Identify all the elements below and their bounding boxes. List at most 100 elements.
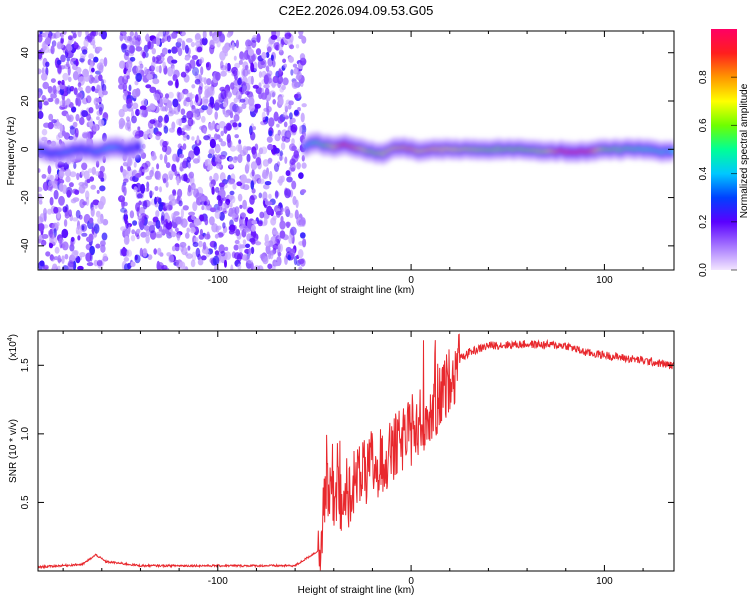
noise-speckle xyxy=(43,207,47,217)
noise-speckle xyxy=(151,48,156,55)
colorbar-gradient xyxy=(711,29,737,270)
noise-speckle xyxy=(127,166,131,172)
noise-speckle xyxy=(230,264,234,270)
noise-speckle xyxy=(96,259,103,267)
noise-speckle xyxy=(167,91,174,99)
noise-speckle xyxy=(82,49,88,55)
noise-speckle xyxy=(235,39,239,49)
noise-speckle xyxy=(159,153,163,161)
spectrogram-panel: -100 0 100 -40 -20 0 20 40 Height of straight … xyxy=(6,30,675,296)
noise-speckle xyxy=(270,34,278,40)
noise-speckle xyxy=(50,255,55,262)
noise-speckle xyxy=(177,188,183,198)
noise-speckle xyxy=(96,189,100,194)
noise-speckle xyxy=(145,235,150,244)
noise-speckle xyxy=(226,133,231,144)
colorbar-tick-label: 0.6 xyxy=(698,118,709,132)
noise-speckle xyxy=(70,236,75,242)
noise-speckle xyxy=(263,214,270,219)
noise-speckle xyxy=(289,158,296,165)
noise-speckle xyxy=(214,186,220,193)
noise-speckle xyxy=(66,85,72,95)
noise-speckle xyxy=(96,46,103,52)
noise-speckle xyxy=(206,87,213,97)
noise-speckle xyxy=(191,136,195,141)
noise-speckle xyxy=(155,234,163,239)
noise-speckle xyxy=(219,154,226,160)
spectrogram-x-ticks: -100 0 100 xyxy=(62,31,644,286)
noise-speckle xyxy=(185,65,190,74)
noise-speckle xyxy=(215,71,221,81)
noise-speckle xyxy=(219,50,226,61)
noise-speckle xyxy=(154,93,161,101)
noise-speckle xyxy=(127,98,133,104)
noise-speckle xyxy=(279,230,286,239)
noise-speckle xyxy=(202,241,207,250)
noise-speckle xyxy=(146,181,150,189)
noise-speckle xyxy=(270,54,274,61)
spectrogram-frame xyxy=(37,30,675,271)
noise-speckle xyxy=(191,104,196,114)
noise-speckle xyxy=(188,171,194,179)
noise-speckle xyxy=(197,253,202,261)
noise-speckle xyxy=(48,86,54,95)
noise-speckle xyxy=(211,223,219,233)
noise-speckle xyxy=(142,51,146,59)
noise-speckle xyxy=(299,125,303,135)
noise-speckle xyxy=(212,35,220,44)
noise-speckle xyxy=(224,251,232,260)
noise-speckle xyxy=(155,210,160,218)
noise-speckle xyxy=(220,130,224,137)
noise-speckle xyxy=(296,162,301,170)
noise-speckle xyxy=(258,178,265,185)
noise-speckle xyxy=(140,231,147,238)
noise-speckle xyxy=(95,171,100,177)
noise-speckle xyxy=(172,190,177,197)
noise-speckle xyxy=(101,232,108,241)
noise-speckle xyxy=(234,134,239,139)
noise-speckle xyxy=(279,155,284,161)
noise-speckle xyxy=(73,41,77,49)
noise-speckle xyxy=(283,121,288,128)
noise-speckle xyxy=(38,238,42,244)
noise-speckle xyxy=(229,163,235,169)
noise-speckle xyxy=(267,263,273,270)
noise-speckle xyxy=(265,51,270,59)
noise-speckle xyxy=(161,211,165,221)
noise-speckle xyxy=(61,255,65,264)
noise-speckle xyxy=(267,77,273,84)
noise-speckle xyxy=(92,44,96,49)
noise-speckle xyxy=(156,260,161,270)
noise-speckle xyxy=(153,120,161,128)
noise-speckle xyxy=(284,206,290,214)
noise-speckle xyxy=(192,201,198,212)
noise-speckle xyxy=(235,90,243,100)
noise-speckle xyxy=(244,228,251,233)
noise-speckle xyxy=(95,103,99,110)
noise-speckle xyxy=(86,262,94,267)
noise-speckle xyxy=(252,149,258,159)
noise-speckle xyxy=(38,68,42,75)
noise-speckle xyxy=(187,162,191,169)
noise-speckle xyxy=(43,101,49,106)
noise-speckle xyxy=(292,63,298,68)
noise-speckle xyxy=(100,244,106,253)
noise-speckle xyxy=(142,200,148,210)
noise-speckle xyxy=(153,248,157,255)
noise-speckle xyxy=(191,215,196,221)
noise-speckle xyxy=(236,253,242,262)
noise-speckle xyxy=(288,56,294,63)
noise-speckle xyxy=(265,201,273,206)
noise-speckle xyxy=(234,62,241,69)
noise-speckle xyxy=(264,116,269,122)
noise-speckle xyxy=(298,31,304,36)
noise-speckle xyxy=(68,135,74,141)
noise-speckle xyxy=(220,250,226,257)
noise-speckle xyxy=(214,209,221,219)
noise-speckle xyxy=(283,63,287,68)
noise-speckle xyxy=(248,247,252,256)
noise-speckle xyxy=(209,216,215,226)
noise-speckle xyxy=(127,66,132,72)
noise-speckle xyxy=(124,214,128,225)
noise-speckle xyxy=(118,83,125,90)
